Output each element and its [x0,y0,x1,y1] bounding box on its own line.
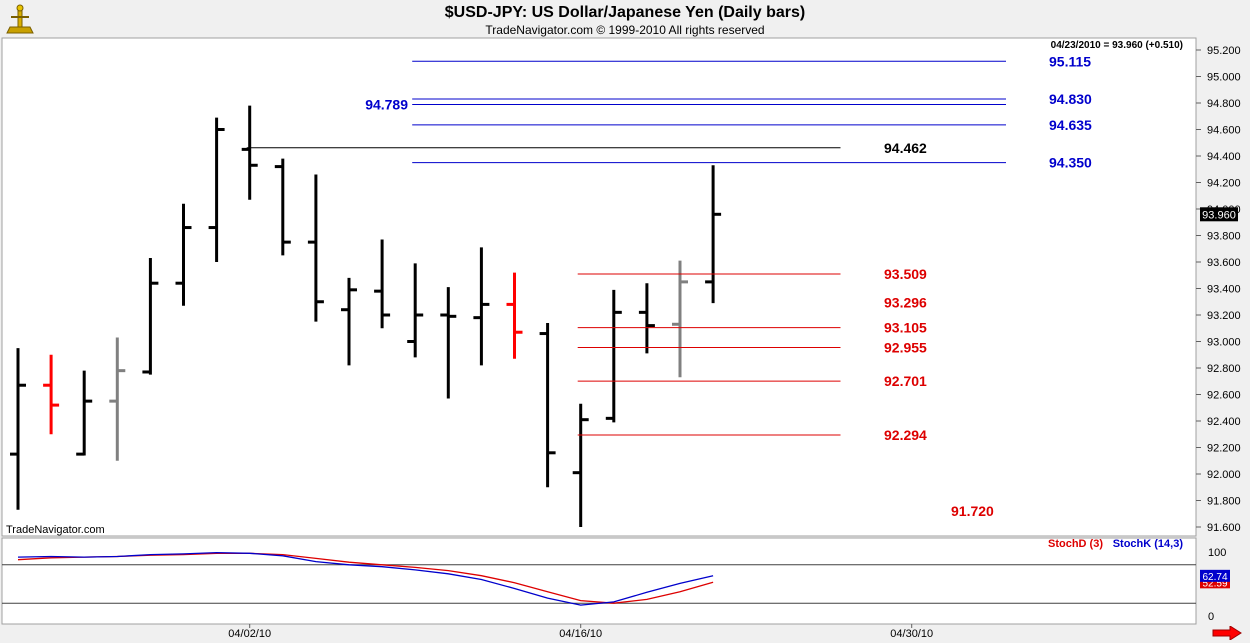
x-tick-label: 04/30/10 [890,628,933,640]
main-panel-bg [1,37,1197,537]
level-label: 93.509 [884,266,927,282]
y-tick-label: 94.200 [1207,178,1241,190]
ohlc-bar [10,348,26,510]
level-label: 94.830 [1049,91,1092,107]
y-tick-label: 93.200 [1207,310,1241,322]
y-tick-label: 91.800 [1207,496,1241,508]
legend-stochd: StochD (3) [1048,538,1103,550]
stoch-value-label: 52.59 [1202,578,1227,589]
tradenavigator-logo-icon [6,4,34,34]
y-tick-label: 92.200 [1207,443,1241,455]
chart-subtitle: TradeNavigator.com © 1999-2010 All right… [485,23,765,37]
level-label: 95.115 [1049,53,1091,69]
ohlc-bar [705,165,722,304]
y-tick-label: 92.800 [1207,363,1241,375]
y-tick-label: 95.000 [1207,72,1241,84]
level-label: 94.635 [1049,117,1092,133]
ohlc-bar [274,158,291,256]
stoch-value-tag [1200,569,1230,582]
y-tick-label: 92.000 [1207,469,1241,481]
stoch-series-line [17,551,714,606]
level-label: 92.701 [884,373,927,389]
ohlc-bar [341,277,357,366]
y-tick-label: 93.600 [1207,257,1241,269]
level-label: 93.105 [884,320,927,336]
stoch-y-tick-label: 0 [1208,611,1214,623]
ohlc-bar [241,105,258,200]
last-quote-label: 04/23/2010 = 93.960 (+0.510) [1051,40,1183,51]
y-tick-label: 93.800 [1207,231,1241,243]
ohlc-bar [374,239,391,329]
ohlc-bar [539,322,556,488]
ohlc-bar [672,260,688,378]
chart-title: $USD-JPY: US Dollar/Japanese Yen (Daily … [444,4,806,21]
x-tick-label: 04/16/10 [559,628,602,640]
ohlc-bar [175,203,192,306]
ohlc-bar [76,370,93,456]
y-tick-label: 94.600 [1207,125,1241,137]
level-label: 92.294 [884,427,927,443]
level-label: 93.296 [884,294,927,310]
y-tick-label: 93.400 [1207,284,1241,296]
y-tick-label: 92.600 [1207,390,1241,402]
level-label: 92.955 [884,339,927,355]
scroll-right-arrow-icon[interactable] [1212,626,1242,640]
ohlc-bar [142,258,159,375]
y-tick-label: 94.800 [1207,98,1241,110]
ohlc-bar [307,174,324,322]
ohlc-bar [407,263,424,358]
stoch-y-tick-label: 100 [1208,547,1226,559]
stoch-panel-bg [1,537,1197,625]
y-tick-label: 94.400 [1207,151,1241,163]
legend-stochk: StochK (14,3) [1113,538,1184,550]
price-tag-box [1200,207,1238,222]
price-tag-label: 93.960 [1202,209,1236,221]
level-label: 94.462 [884,140,927,156]
level-label: 94.789 [365,96,408,112]
y-tick-label: 95.200 [1207,45,1241,57]
ohlc-bar [638,283,655,354]
y-tick-label: 92.400 [1207,416,1241,428]
ohlc-bar [473,247,490,366]
ohlc-bar [208,117,225,262]
level-label: 91.720 [951,503,994,519]
ohlc-bar [43,354,60,435]
stoch-value-label: 62.74 [1202,572,1227,583]
ohlc-bar [506,272,523,359]
x-tick-label: 04/02/10 [228,628,271,640]
ohlc-bar [572,403,589,527]
watermark-label: TradeNavigator.com [6,524,105,536]
level-label: 94.350 [1049,155,1092,171]
y-tick-label: 93.000 [1207,337,1241,349]
ohlc-bar [605,289,622,423]
ohlc-bar [109,337,126,461]
y-tick-label: 91.600 [1207,522,1241,534]
ohlc-bar [440,287,457,399]
